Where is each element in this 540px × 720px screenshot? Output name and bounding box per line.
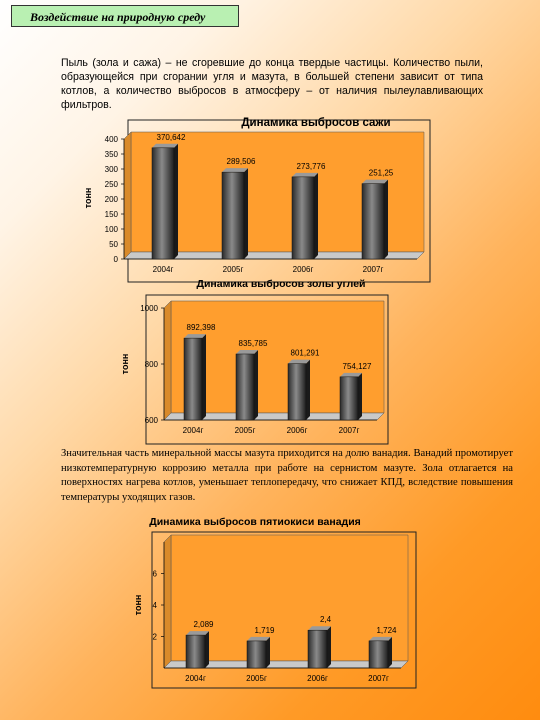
bar-side [174,143,178,259]
data-label: 289,506 [227,157,256,166]
coal-ash-emissions-chart: Динамика выбросов золы углей 600 800 1000 то… [120,278,389,445]
y-tick-label: 350 [105,150,119,159]
bar [339,376,359,421]
bar-side [202,334,206,420]
y-axis-label: тонн [133,595,143,616]
bar [368,640,389,669]
data-label: 370,642 [157,133,186,142]
bar-side [327,626,331,668]
category-label: 2007г [363,265,384,274]
y-tick-label: 800 [145,360,159,369]
bar [287,363,307,421]
bar-top [247,636,270,641]
bar-top [340,372,362,377]
bar-side [266,636,270,668]
data-label: 2,4 [320,615,332,624]
y-tick-label: 400 [105,135,119,144]
bar-top [288,359,310,364]
category-label: 2004г [185,674,206,683]
category-label: 2007г [368,674,389,683]
bar [361,183,385,260]
y-axis-label: тонн [83,188,93,209]
bar-top [369,636,392,641]
bar [291,176,315,260]
y-tick-label: 1000 [140,304,158,313]
bar-side [384,179,388,259]
y-tick-label: 6 [153,570,158,579]
data-label: 892,398 [187,323,216,332]
bar-top [236,349,258,354]
y-tick-label: 150 [105,210,119,219]
y-tick-label: 50 [109,240,118,249]
vanadium-paragraph: Значительная часть минеральной массы маз… [61,448,513,503]
bar [307,629,328,669]
data-label: 835,785 [239,339,268,348]
y-axis-label: тонн [120,354,130,375]
bar-top [308,626,331,631]
bar-side [314,172,318,259]
plot-side-wall [163,534,172,669]
bar-top [292,172,318,177]
data-label: 1,724 [376,626,397,635]
category-label: 2004г [153,265,174,274]
data-label: 801,291 [291,349,320,358]
category-label: 2005г [246,674,267,683]
plot-side-wall [163,300,172,421]
chart-frame [145,294,389,445]
plot-side-wall [123,131,132,260]
bar-top [186,631,209,636]
data-label: 273,776 [297,162,326,171]
chart-title: Динамика выбросов золы углей [196,278,365,290]
category-label: 2006г [293,265,314,274]
bar-side [306,359,310,420]
bar-side [205,631,209,668]
bar-top [222,168,248,173]
page-title: Воздействие на природную среду [11,5,239,27]
category-label: 2006г [287,426,308,435]
vanadium-pentoxide-chart: Динамика выбросов пятиокиси ванадия 2 4 6 то… [133,516,417,689]
bar [235,353,255,421]
bar-top [152,143,178,148]
data-label: 754,127 [343,362,372,371]
bar [246,640,267,669]
bar-side [388,636,392,668]
bar-top [362,179,388,184]
category-label: 2005г [235,426,256,435]
chart-frame [151,531,417,689]
category-label: 2007г [339,426,360,435]
category-label: 2004г [183,426,204,435]
data-label: 1,719 [254,626,275,635]
y-tick-label: 600 [145,416,159,425]
chart-title: Динамика выбросов сажи [241,117,390,129]
bar [221,171,245,260]
bar [183,337,203,421]
data-label: 251,25 [369,169,394,178]
intro-paragraph: Пыль (зола и сажа) – не сгоревшие до кон… [61,57,483,111]
y-tick-label: 0 [114,255,119,264]
y-tick-label: 200 [105,195,119,204]
bar-side [254,349,258,420]
bar-side [358,372,362,420]
bar-side [244,168,248,259]
y-tick-label: 250 [105,180,119,189]
bar [185,634,206,669]
soot-emissions-chart: Динамика выбросов сажи 0 50 100 150 200 250 300… [83,117,431,283]
bar-top [184,334,206,339]
y-tick-label: 100 [105,225,119,234]
category-label: 2006г [307,674,328,683]
y-tick-label: 4 [153,601,158,610]
data-label: 2,089 [193,620,214,629]
y-tick-label: 300 [105,165,119,174]
chart-title: Динамика выбросов пятиокиси ванадия [149,516,361,528]
category-label: 2005г [223,265,244,274]
y-tick-label: 2 [153,633,158,642]
bar [151,147,175,260]
